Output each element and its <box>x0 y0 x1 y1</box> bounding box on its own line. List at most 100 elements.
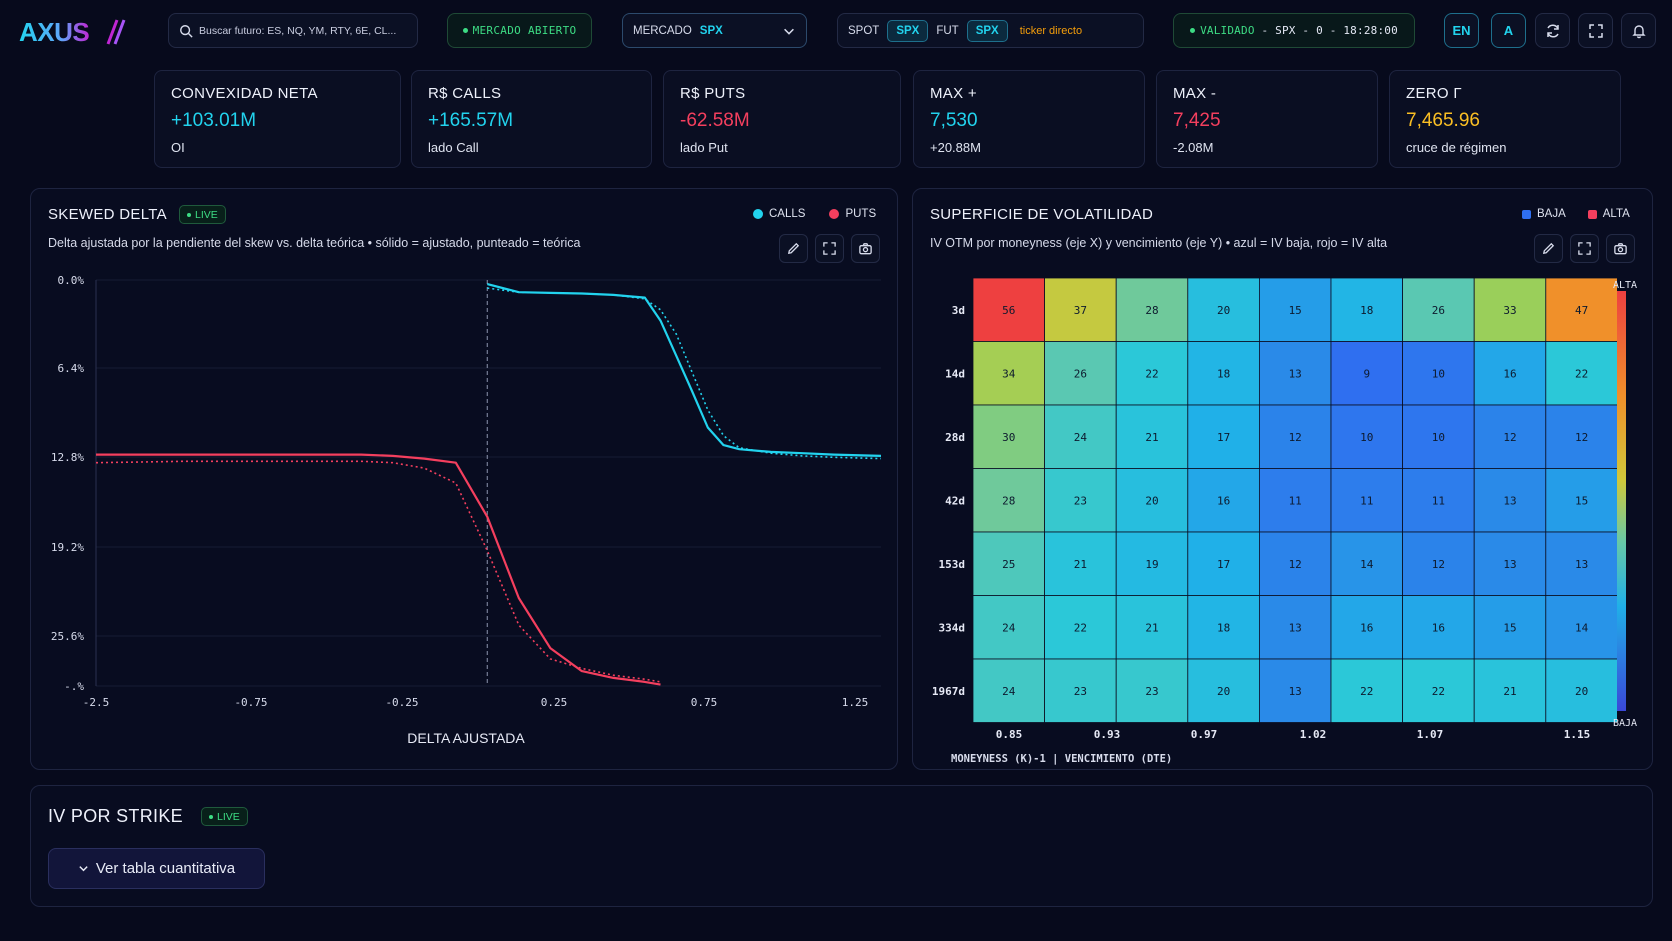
cell-value: 20 <box>1145 494 1158 507</box>
heatmap-cell[interactable] <box>1473 658 1547 723</box>
heatmap-cell[interactable] <box>1258 468 1332 533</box>
fut-toggle[interactable]: SPX <box>966 19 1008 42</box>
cell-value: 15 <box>1575 494 1588 507</box>
heatmap-cell[interactable] <box>972 341 1045 406</box>
validated-label: VALIDADO <box>1200 24 1255 37</box>
edit-button[interactable] <box>779 234 808 263</box>
heatmap-cell[interactable] <box>1402 341 1475 406</box>
search-input[interactable] <box>199 24 409 37</box>
heatmap-cell[interactable] <box>1402 404 1475 469</box>
heatmap-cell[interactable] <box>1402 595 1475 660</box>
heatmap-cell[interactable] <box>1115 658 1189 723</box>
cell-value: 13 <box>1289 621 1302 634</box>
spot-toggle[interactable]: SPX <box>887 19 929 42</box>
heatmap-cell[interactable] <box>972 658 1045 723</box>
refresh-button[interactable] <box>1535 13 1570 48</box>
heatmap-cell[interactable] <box>1187 341 1260 406</box>
heatmap-cell[interactable] <box>1330 468 1403 533</box>
search-box[interactable] <box>168 13 418 48</box>
heatmap-axis-caption: MONEYNESS (K)-1 | VENCIMIENTO (DTE) <box>951 753 1172 765</box>
cell-value: 14 <box>1360 558 1374 571</box>
heatmap-cell[interactable] <box>1473 468 1547 533</box>
heatmap-cell[interactable] <box>1545 658 1618 723</box>
heatmap-cell[interactable] <box>1115 341 1189 406</box>
heatmap-cell[interactable] <box>1545 531 1618 596</box>
heatmap-cell[interactable] <box>1115 468 1189 533</box>
fullscreen-button[interactable] <box>1578 13 1613 48</box>
heatmap-cell[interactable] <box>1330 595 1403 660</box>
heatmap-cell[interactable] <box>1044 531 1117 596</box>
heatmap-cell[interactable] <box>1044 658 1117 723</box>
cell-value: 10 <box>1360 431 1373 444</box>
ticker-direct-link[interactable]: ticker directo <box>1019 24 1083 37</box>
heatmap-cell[interactable] <box>1545 277 1618 342</box>
heatmap-cell[interactable] <box>1330 341 1403 406</box>
row-label: 3d <box>952 304 965 317</box>
expand-chart-button[interactable] <box>815 234 844 263</box>
heatmap-cell[interactable] <box>1330 404 1403 469</box>
heatmap-cell[interactable] <box>1545 404 1618 469</box>
market-select[interactable]: MERCADO SPX <box>622 13 807 48</box>
heatmap-cell[interactable] <box>1115 595 1189 660</box>
heatmap-cell[interactable] <box>1115 404 1189 469</box>
x-tick-label: -0.75 <box>234 696 267 709</box>
cell-value: 13 <box>1289 367 1302 380</box>
heatmap-cell[interactable] <box>1473 531 1547 596</box>
heatmap-cell[interactable] <box>1545 341 1618 406</box>
font-size-button[interactable]: A <box>1491 13 1526 48</box>
heatmap-cell[interactable] <box>972 468 1045 533</box>
heatmap-cell[interactable] <box>1187 595 1260 660</box>
heatmap-cell[interactable] <box>1044 404 1117 469</box>
snapshot-button[interactable] <box>851 234 880 263</box>
heatmap-cell[interactable] <box>972 404 1045 469</box>
cell-value: 12 <box>1575 431 1588 444</box>
cell-value: 18 <box>1217 367 1230 380</box>
cell-value: 12 <box>1289 431 1302 444</box>
heatmap-cell[interactable] <box>1402 531 1475 596</box>
kpi-value: +165.57M <box>428 110 514 131</box>
kpi-subtitle: OI <box>171 140 185 155</box>
notifications-button[interactable] <box>1621 13 1656 48</box>
axus-logo[interactable]: AXUS <box>18 12 130 52</box>
heatmap-cell[interactable] <box>1545 595 1618 660</box>
edit-button[interactable] <box>1534 234 1563 263</box>
heatmap-cell[interactable] <box>1044 595 1117 660</box>
heatmap-cell[interactable] <box>1258 595 1332 660</box>
heatmap-cell[interactable] <box>1115 277 1189 342</box>
heatmap-cell[interactable] <box>1258 531 1332 596</box>
kpi-card: MAX - 7,425 -2.08M <box>1156 70 1378 168</box>
heatmap-cell[interactable] <box>1402 658 1475 723</box>
kpi-label: R$ PUTS <box>680 85 746 102</box>
heatmap-cell[interactable] <box>1044 468 1117 533</box>
language-button[interactable]: EN <box>1444 13 1479 48</box>
heatmap-cell[interactable] <box>1044 277 1117 342</box>
show-table-button[interactable]: Ver tabla cuantitativa <box>48 848 265 889</box>
cell-value: 17 <box>1217 558 1230 571</box>
heatmap-cell[interactable] <box>1473 595 1547 660</box>
heatmap-cell[interactable] <box>1473 277 1547 342</box>
row-label: 1967d <box>932 685 965 698</box>
heatmap-cell[interactable] <box>1330 531 1403 596</box>
kpi-card: R$ CALLS +165.57M lado Call <box>411 70 652 168</box>
heatmap-cell[interactable] <box>1402 277 1475 342</box>
live-badge: LIVE <box>201 807 248 826</box>
heatmap-cell[interactable] <box>1330 277 1403 342</box>
fut-label: FUT <box>936 24 959 37</box>
cell-value: 56 <box>1002 304 1015 317</box>
heatmap-cell[interactable] <box>1187 658 1260 723</box>
snapshot-button[interactable] <box>1606 234 1635 263</box>
expand-chart-button[interactable] <box>1570 234 1599 263</box>
volatility-heatmap: 3d 56 37 28 20 15 18 26 33 47 14d 34 26 22 18 13 9 10 16 22… <box>932 277 1637 765</box>
heatmap-cell[interactable] <box>1330 658 1403 723</box>
heatmap-cell[interactable] <box>1258 404 1332 469</box>
cell-value: 18 <box>1217 621 1230 634</box>
cell-value: 16 <box>1217 494 1230 507</box>
live-label: LIVE <box>217 810 240 823</box>
heatmap-cell[interactable] <box>1258 658 1332 723</box>
cell-value: 33 <box>1503 304 1516 317</box>
heatmap-cell[interactable] <box>972 531 1045 596</box>
heatmap-cell[interactable] <box>972 595 1045 660</box>
heatmap-cell[interactable] <box>1044 341 1117 406</box>
heatmap-cell[interactable] <box>1187 277 1260 342</box>
heatmap-cell[interactable] <box>1187 468 1260 533</box>
